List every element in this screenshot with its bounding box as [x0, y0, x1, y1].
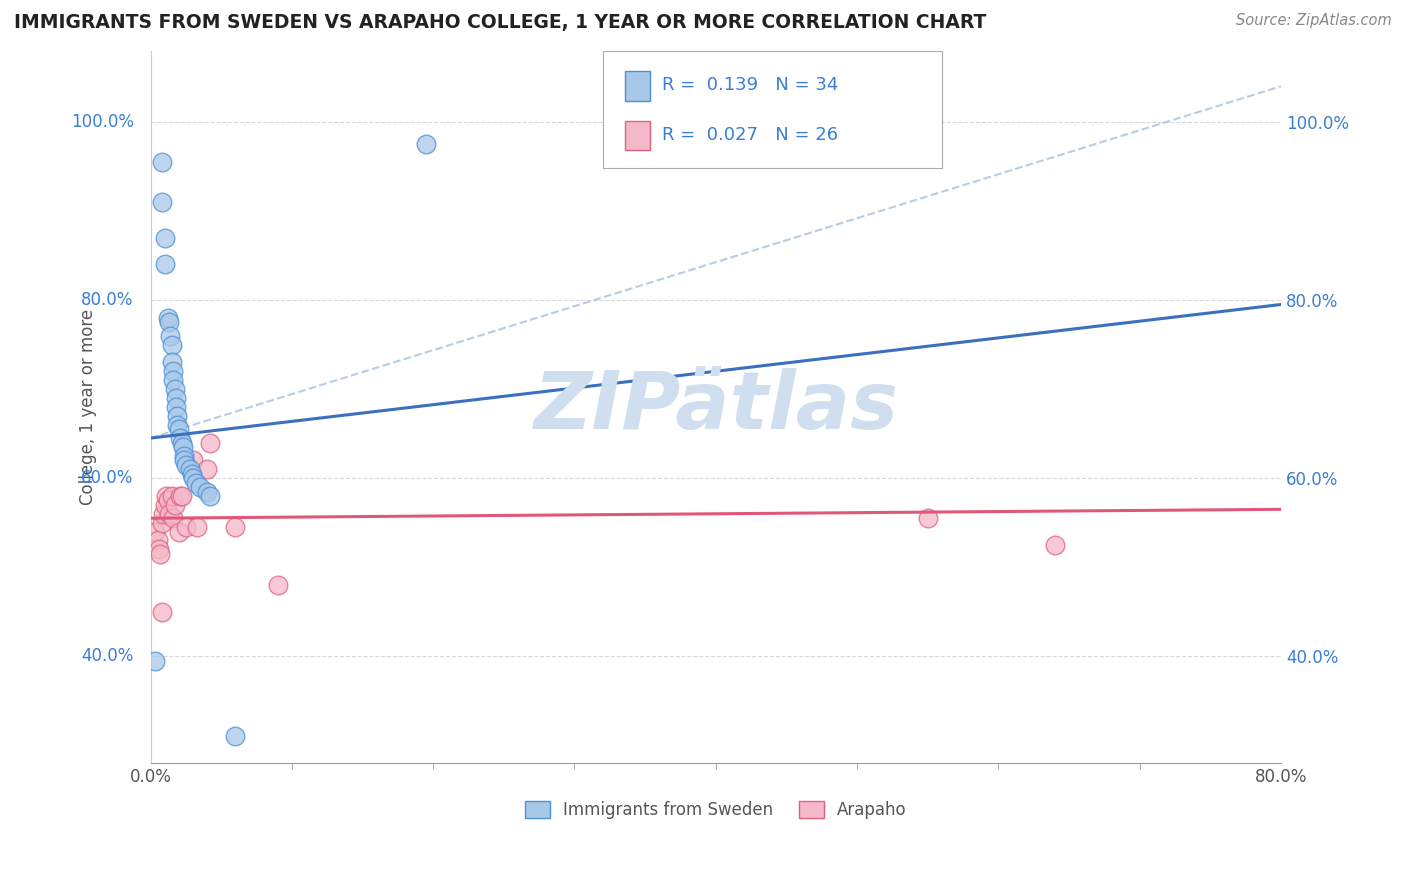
Point — [146, 533, 169, 548]
Point — [172, 440, 194, 454]
Point — [165, 391, 187, 405]
Point — [180, 467, 202, 481]
Point — [186, 520, 208, 534]
Point — [169, 489, 191, 503]
Point — [162, 511, 184, 525]
Point — [174, 520, 197, 534]
Legend: Immigrants from Sweden, Arapaho: Immigrants from Sweden, Arapaho — [519, 795, 912, 826]
Point — [156, 310, 179, 325]
Point — [160, 337, 183, 351]
Point — [166, 417, 188, 432]
Point — [198, 489, 221, 503]
Point — [195, 484, 218, 499]
Point — [163, 382, 186, 396]
Y-axis label: College, 1 year or more: College, 1 year or more — [79, 309, 97, 505]
Point — [160, 489, 183, 503]
Point — [181, 453, 204, 467]
Point — [143, 654, 166, 668]
Text: 60.0%: 60.0% — [82, 469, 134, 487]
Point — [188, 480, 211, 494]
Point — [155, 489, 177, 503]
Point — [173, 453, 195, 467]
Point — [174, 458, 197, 472]
Text: Source: ZipAtlas.com: Source: ZipAtlas.com — [1236, 13, 1392, 29]
Point — [181, 471, 204, 485]
Point — [150, 155, 173, 169]
Point — [415, 137, 437, 152]
Point — [148, 542, 170, 557]
Text: ZIPätlas: ZIPätlas — [533, 368, 898, 446]
Point — [153, 498, 176, 512]
Point — [160, 355, 183, 369]
Point — [170, 489, 193, 503]
Point — [143, 524, 166, 539]
Point — [169, 431, 191, 445]
Point — [153, 230, 176, 244]
Point — [170, 435, 193, 450]
Text: R =  0.027   N = 26: R = 0.027 N = 26 — [661, 126, 838, 144]
Point — [173, 449, 195, 463]
Text: 100.0%: 100.0% — [70, 113, 134, 131]
Point — [153, 257, 176, 271]
Point — [166, 409, 188, 423]
Point — [167, 422, 190, 436]
Bar — [626, 70, 650, 101]
Point — [917, 511, 939, 525]
Point — [224, 520, 246, 534]
Point — [150, 516, 173, 530]
Bar — [626, 120, 650, 151]
Point — [162, 373, 184, 387]
Point — [267, 578, 290, 592]
Text: 40.0%: 40.0% — [82, 648, 134, 665]
Point — [1043, 538, 1066, 552]
Text: IMMIGRANTS FROM SWEDEN VS ARAPAHO COLLEGE, 1 YEAR OR MORE CORRELATION CHART: IMMIGRANTS FROM SWEDEN VS ARAPAHO COLLEG… — [14, 13, 987, 32]
Text: 80.0%: 80.0% — [82, 291, 134, 309]
Point — [162, 364, 184, 378]
Point — [195, 462, 218, 476]
FancyBboxPatch shape — [603, 51, 942, 169]
Point — [179, 462, 201, 476]
Point — [150, 195, 173, 210]
Point — [150, 605, 173, 619]
Point — [157, 315, 180, 329]
Point — [159, 328, 181, 343]
Point — [165, 400, 187, 414]
Point — [163, 498, 186, 512]
Point — [184, 475, 207, 490]
Point — [156, 493, 179, 508]
Point — [149, 547, 172, 561]
Point — [224, 730, 246, 744]
Point — [167, 524, 190, 539]
Point — [157, 507, 180, 521]
Text: R =  0.139   N = 34: R = 0.139 N = 34 — [661, 76, 838, 94]
Point — [198, 435, 221, 450]
Point — [152, 507, 174, 521]
